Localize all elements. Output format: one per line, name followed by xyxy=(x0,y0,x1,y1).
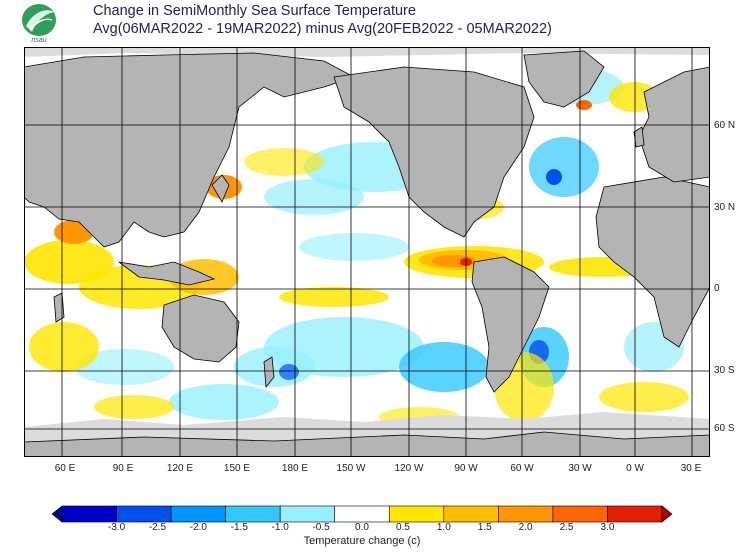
colorbar-high-arrow xyxy=(661,505,672,523)
lon-label-60w: 60 W xyxy=(510,463,534,474)
lon-label-150e: 150 E xyxy=(223,463,251,474)
colorbar-cell xyxy=(607,505,663,523)
lat-label-60n: 60 N xyxy=(714,120,736,131)
colorbar-title: Temperature change (c) xyxy=(303,535,421,547)
colorbar-cell xyxy=(225,505,281,523)
colorbar-cell xyxy=(279,505,336,523)
lat-label-0: 0 xyxy=(714,283,720,294)
map-title: Change in SemiMonthly Sea Surface Temper… xyxy=(93,2,552,38)
title-line-2: Avg(06MAR2022 - 19MAR2022) minus Avg(20F… xyxy=(93,21,552,37)
colorbar-tick-label: -2.0 xyxy=(189,522,207,533)
colorbar-cell xyxy=(498,505,554,523)
land-indonesia xyxy=(118,261,216,286)
title-line-1: Change in SemiMonthly Sea Surface Temper… xyxy=(93,3,416,19)
lon-label-60e: 60 E xyxy=(54,463,76,474)
graticule xyxy=(24,47,710,457)
lon-label-120e: 120 E xyxy=(166,463,194,474)
land-australia xyxy=(161,294,240,363)
map-frame xyxy=(24,47,710,457)
land-madagascar xyxy=(53,292,65,323)
lon-label-90w: 90 W xyxy=(454,463,478,474)
arctic-ice xyxy=(24,47,710,57)
lon-label-30e: 30 E xyxy=(680,463,702,474)
lon-label-180e: 180 E xyxy=(281,463,309,474)
lon-label-120w: 120 W xyxy=(394,463,424,474)
colorbar-tick-label: 2.5 xyxy=(559,522,574,533)
colorbar-tick-label: -2.5 xyxy=(148,522,167,533)
colorbar-cell xyxy=(552,505,608,523)
colorbar-cell xyxy=(388,505,445,523)
lon-label-0w: 0 W xyxy=(626,463,644,474)
land-south-america xyxy=(471,256,550,393)
colorbar-cell xyxy=(170,505,226,523)
land-greenland xyxy=(523,50,605,108)
lat-label-30n: 30 N xyxy=(714,202,736,213)
colorbar-tick-label: -0.5 xyxy=(312,522,330,533)
colorbar-cell xyxy=(61,505,117,523)
colorbar xyxy=(52,505,672,523)
colorbar-tick-label: 0.5 xyxy=(395,522,410,533)
colorbar-tick-label: 1.0 xyxy=(436,522,451,533)
colorbar-tick-label: -1.0 xyxy=(271,522,289,533)
agency-logo: nsau xyxy=(22,4,56,44)
colorbar-cell xyxy=(443,505,499,523)
colorbar-cell xyxy=(334,505,390,523)
colorbar-low-arrow xyxy=(52,505,63,523)
colorbar-tick-label: 0.0 xyxy=(355,522,369,533)
colorbar-tick-label: 2.0 xyxy=(518,522,533,533)
lon-label-150w: 150 W xyxy=(336,463,366,474)
colorbar-cell xyxy=(116,505,172,523)
lon-label-90e: 90 E xyxy=(112,463,134,474)
colorbar-tick-label: -3.0 xyxy=(107,522,126,533)
land-japan xyxy=(211,174,230,203)
lat-label-30s: 30 S xyxy=(714,365,735,376)
lat-label-60s: 60 S xyxy=(714,423,735,434)
colorbar-tick-label: 1.5 xyxy=(477,522,492,533)
land-africa xyxy=(595,176,710,348)
land-new-zealand xyxy=(263,356,275,389)
sst-change-map xyxy=(24,47,710,457)
lon-label-30w: 30 W xyxy=(568,463,592,474)
land-north-america xyxy=(333,66,535,238)
logo-text: nsau xyxy=(31,37,46,44)
colorbar-tick-label: 3.0 xyxy=(600,522,615,533)
colorbar-tick-label: -1.5 xyxy=(230,522,248,533)
land-antarctica xyxy=(24,431,710,457)
